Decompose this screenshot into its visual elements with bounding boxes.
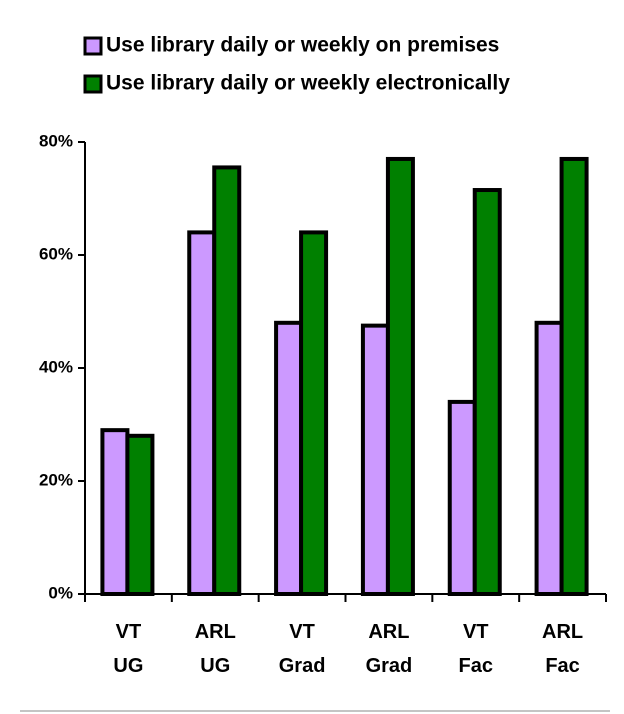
bar: [385, 156, 415, 596]
legend-label: Use library daily or weekly on premises: [106, 34, 499, 57]
x-tick-label: ARL UG: [195, 621, 236, 677]
y-tick-label: 20%: [39, 470, 73, 489]
y-tick-label: 80%: [39, 131, 73, 150]
y-tick-label: 0%: [48, 583, 73, 602]
x-tick-label: ARL Fac: [542, 621, 583, 677]
x-tick-label: VT UG: [113, 621, 143, 677]
bar: [299, 230, 329, 596]
bar: [274, 320, 304, 596]
bar: [559, 156, 589, 596]
bar: [360, 323, 390, 596]
y-tick-label: 60%: [39, 244, 73, 263]
legend-swatch: [83, 36, 103, 56]
bar: [447, 399, 477, 596]
bar: [534, 320, 564, 596]
bar: [472, 188, 502, 596]
bar: [212, 165, 242, 597]
legend-label: Use library daily or weekly electronical…: [106, 72, 510, 95]
x-tick-label: ARL Grad: [366, 621, 413, 677]
x-tick-label: VT Grad: [279, 621, 326, 677]
bar: [187, 230, 217, 596]
y-tick-label: 40%: [39, 357, 73, 376]
x-tick-label: VT Fac: [459, 621, 493, 677]
bar: [100, 428, 130, 596]
bar: [125, 433, 155, 596]
legend-swatch: [83, 74, 103, 94]
